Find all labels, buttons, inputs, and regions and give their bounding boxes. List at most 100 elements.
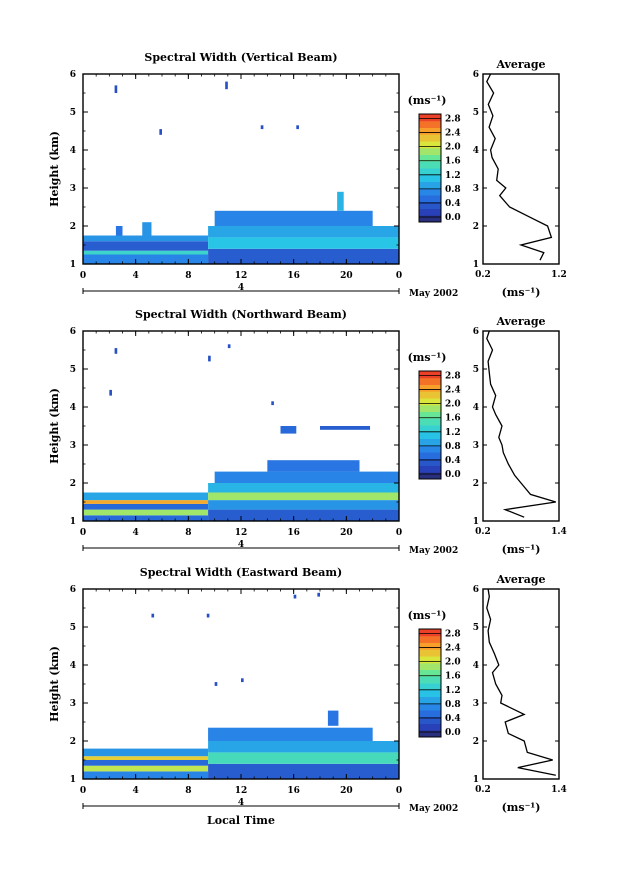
average-title: Average [495, 315, 545, 328]
colorbar-segment [419, 377, 441, 385]
heatmap-cell [225, 81, 228, 90]
colorbar-segment [419, 716, 441, 724]
x-tick-label: 8 [185, 271, 191, 281]
colorbar-tick-label: 0.4 [445, 714, 461, 724]
y-tick-label: 6 [70, 585, 76, 595]
colorbar-frame [418, 370, 442, 480]
heatmap-cell [337, 191, 344, 211]
colorbar-tick-label: 0.8 [445, 185, 461, 195]
date-label: May 2002 [409, 289, 458, 299]
colorbar-segment [419, 141, 441, 149]
colorbar-segment [419, 710, 441, 718]
heatmap-cell [214, 471, 399, 483]
heatmap-cell [159, 129, 162, 135]
colorbar-tick-label: 1.6 [445, 672, 461, 682]
x-tick-label: 8 [185, 528, 191, 538]
heatmap-cell [267, 460, 360, 472]
average-x-tick-label: 1.2 [551, 270, 567, 280]
heatmap-cell [83, 760, 209, 766]
y-axis-label: Height (km) [48, 646, 61, 722]
colorbar-segment [419, 642, 441, 650]
heatmap-cell [114, 348, 118, 354]
y-tick-label: 5 [70, 623, 76, 633]
x-tick-label: 4 [133, 528, 139, 538]
colorbar-tick-label: 2.0 [445, 400, 461, 410]
colorbar-segment [419, 472, 441, 480]
colorbar-tick-label: 0.4 [445, 199, 461, 209]
x-tick-label: 0 [396, 528, 402, 538]
x-tick-label: 16 [287, 786, 300, 796]
heatmap-cell [208, 483, 399, 493]
x-tick-label: 0 [80, 528, 86, 538]
colorbar-segment [419, 445, 441, 453]
x-tick-label: 0 [80, 271, 86, 281]
heatmap-cell [83, 254, 209, 264]
y-tick-label: 1 [70, 517, 76, 527]
x-tick-label: 4 [133, 271, 139, 281]
colorbar-segment [419, 161, 441, 169]
average-y-tick-label: 5 [473, 623, 479, 633]
heatmap-cell [271, 401, 274, 406]
heatmap-cell [83, 756, 209, 760]
colorbar-tick-label: 1.6 [445, 157, 461, 167]
average-y-tick-label: 4 [473, 403, 479, 413]
colorbar-segment [419, 404, 441, 412]
y-tick-label: 3 [70, 699, 76, 709]
colorbar-segment [419, 431, 441, 439]
average-y-tick-label: 2 [473, 479, 479, 489]
average-title: Average [495, 58, 545, 71]
average-y-tick-label: 5 [473, 365, 479, 375]
average-x-tick-label: 1.4 [551, 527, 567, 537]
colorbar-unit: (ms⁻¹) [408, 609, 447, 622]
colorbar-unit: (ms⁻¹) [408, 351, 447, 364]
panel-title: Spectral Width (Eastward Beam) [140, 566, 342, 579]
colorbar-segment [419, 635, 441, 643]
average-x-label: (ms⁻¹) [502, 801, 541, 814]
date-marker: 4 [238, 798, 244, 808]
colorbar-tick-label: 1.2 [445, 686, 461, 696]
x-tick-label: 20 [340, 786, 353, 796]
colorbar-tick-label: 2.0 [445, 658, 461, 668]
colorbar-segment [419, 465, 441, 473]
colorbar-segment [419, 723, 441, 731]
heatmap-cell [208, 492, 399, 501]
heatmap-cell [327, 710, 339, 726]
colorbar-tick-label: 2.8 [445, 630, 461, 640]
colorbar-tick-label: 0.4 [445, 456, 461, 466]
x-tick-label: 16 [287, 271, 300, 281]
heatmap-cell [151, 613, 155, 618]
colorbar-tick-label: 1.6 [445, 414, 461, 424]
colorbar-segment [419, 188, 441, 196]
heatmap-cell [83, 235, 209, 242]
colorbar-tick-label: 1.2 [445, 428, 461, 438]
heatmap-cell [142, 222, 152, 236]
y-tick-label: 2 [70, 222, 76, 232]
colorbar-segment [419, 458, 441, 466]
heatmap-cell [280, 426, 297, 434]
date-label: May 2002 [409, 546, 458, 556]
average-y-tick-label: 1 [473, 775, 479, 785]
date-label: May 2002 [409, 804, 458, 814]
y-tick-label: 1 [70, 260, 76, 270]
y-axis-label: Height (km) [48, 388, 61, 464]
average-y-tick-label: 1 [473, 260, 479, 270]
y-tick-label: 6 [70, 70, 76, 80]
y-tick-label: 5 [70, 108, 76, 118]
colorbar-tick-label: 2.8 [445, 372, 461, 382]
colorbar-segment [419, 168, 441, 176]
colorbar-tick-label: 1.2 [445, 171, 461, 181]
heatmap-cell [208, 248, 399, 264]
average-profile-line [486, 73, 553, 261]
colorbar-tick-label: 2.4 [445, 129, 461, 139]
heatmap-cell [227, 344, 231, 349]
heatmap-cell [260, 125, 264, 130]
colorbar-tick-label: 2.4 [445, 644, 461, 654]
heatmap-cell [208, 355, 211, 362]
colorbar-segment [419, 398, 441, 406]
heatmap-cell [83, 503, 209, 510]
heatmap-cell [296, 125, 299, 130]
heatmap-cell [208, 226, 399, 238]
average-y-tick-label: 6 [473, 70, 479, 80]
colorbar-segment [419, 174, 441, 182]
heatmap-cell [83, 492, 209, 501]
